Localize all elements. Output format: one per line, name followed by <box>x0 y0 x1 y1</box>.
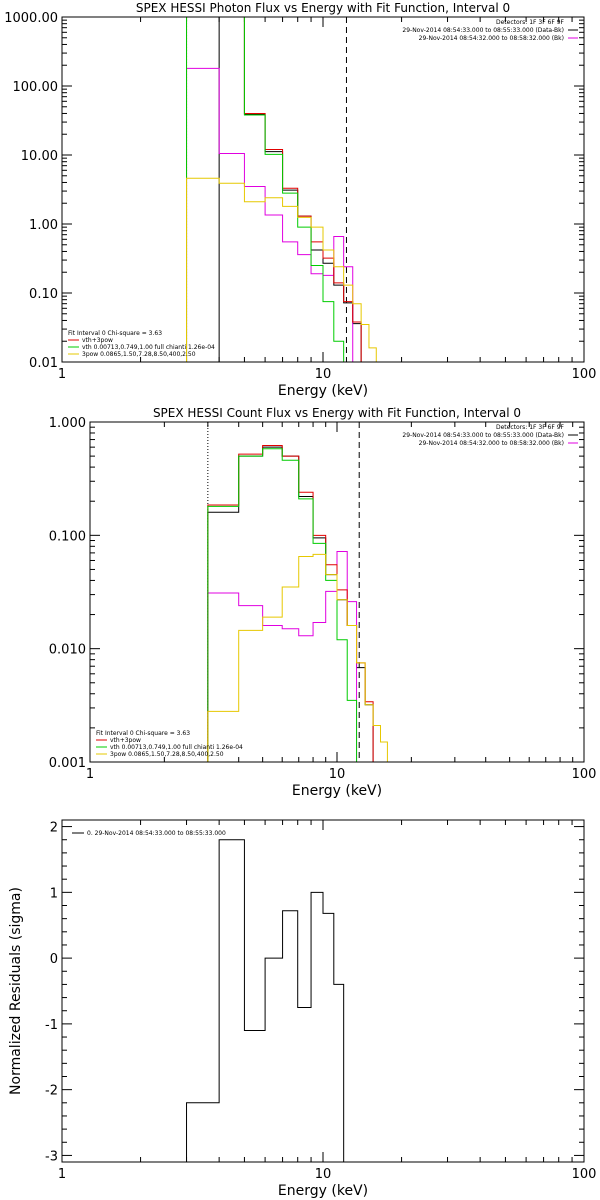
legend-bottom-line: 3pow 0.0865,1.50,7.28,8.50,400,2.50 <box>110 751 224 758</box>
series-4-step-line <box>186 17 354 362</box>
x-tick-label: 10 <box>329 767 346 782</box>
x-tick-label: 1 <box>58 1167 66 1182</box>
x-tick-label: 10 <box>315 1167 332 1182</box>
series-1-step-line <box>186 839 345 1162</box>
y-tick-label: 0.001 <box>49 756 86 771</box>
series-2-step-line <box>186 67 354 362</box>
legend-top-line: 0. 29-Nov-2014 08:54:33.000 to 08:55:33.… <box>87 830 226 837</box>
legend-top-line: 29-Nov-2014 08:54:33.000 to 08:55:33.000… <box>402 27 564 34</box>
y-tick-label: 1 <box>50 886 58 901</box>
y-tick-label: -1 <box>45 1018 58 1033</box>
x-tick-label: 1 <box>86 767 94 782</box>
chart-title: SPEX HESSI Photon Flux vs Energy with Fi… <box>136 1 510 15</box>
legend-bottom-line: Fit Interval 0 Chi-square = 3.63 <box>68 330 162 337</box>
y-tick-label: 2 <box>50 821 58 836</box>
legend-top-line: Detectors: 1F 3F 6F 9F <box>496 19 565 26</box>
series-5-step-line <box>207 553 388 762</box>
legend-top-line: Detectors: 1F 3F 6F 9F <box>496 424 565 431</box>
legend-bottom-line: Fit Interval 0 Chi-square = 3.63 <box>96 730 190 737</box>
chart-panel-1: SPEX HESSI Photon Flux vs Energy with Fi… <box>4 1 596 399</box>
y-tick-label: -2 <box>45 1084 58 1099</box>
plot-frame <box>61 16 585 363</box>
series-3-step-line <box>186 17 362 362</box>
plot-frame <box>61 819 585 1163</box>
x-tick-label: 100 <box>572 367 597 382</box>
plot-area <box>186 839 345 1162</box>
legend-top-line: 29-Nov-2014 08:54:32.000 to 08:58:32.000… <box>419 35 564 42</box>
legend-bottom-line: vth 0.00713,0.749,1.00 full chianti 1.26… <box>82 344 215 351</box>
y-tick-label: 0.100 <box>49 529 86 544</box>
series-1-step-line <box>218 17 362 362</box>
x-axis-label: Energy (keV) <box>278 1183 368 1199</box>
y-tick-label: 0 <box>50 952 58 967</box>
legend-bottom-line: vth+3pow <box>82 337 113 344</box>
x-axis-label: Energy (keV) <box>278 383 368 399</box>
legend-bottom-line: 3pow 0.0865,1.50,7.28,8.50,400,2.50 <box>82 351 196 358</box>
series-4-step-line <box>207 448 366 762</box>
y-tick-label: 0.10 <box>29 287 58 302</box>
y-tick-label: 0.01 <box>29 356 58 371</box>
y-tick-label: 1.00 <box>29 218 58 233</box>
x-tick-label: 10 <box>315 367 332 382</box>
legend-bottom-line: vth 0.00713,0.749,1.00 full chianti 1.26… <box>110 744 243 751</box>
y-tick-label: -3 <box>45 1149 58 1164</box>
y-tick-label: 0.010 <box>49 643 86 658</box>
plot-area <box>207 422 388 762</box>
series-3-step-line <box>207 445 374 762</box>
series-5-step-line <box>186 177 377 362</box>
x-axis-label: Energy (keV) <box>292 783 382 799</box>
chart-panel-2: SPEX HESSI Count Flux vs Energy with Fit… <box>49 406 597 799</box>
x-tick-label: 100 <box>572 1167 597 1182</box>
y-tick-label: 100.00 <box>13 80 59 95</box>
y-tick-label: 1.000 <box>49 416 86 431</box>
y-tick-label: 1000.00 <box>4 11 58 26</box>
y-axis-label: Normalized Residuals (sigma) <box>8 887 24 1095</box>
y-tick-label: 10.00 <box>21 149 58 164</box>
legend-top-line: 29-Nov-2014 08:54:33.000 to 08:55:33.000… <box>402 432 564 439</box>
series-1-step-line <box>207 446 374 762</box>
x-tick-label: 100 <box>572 767 597 782</box>
chart-title: SPEX HESSI Count Flux vs Energy with Fit… <box>153 406 521 420</box>
plot-area <box>186 17 377 362</box>
legend-bottom-line: vth+3pow <box>110 737 141 744</box>
x-tick-label: 1 <box>58 367 66 382</box>
plot-frame <box>89 421 585 763</box>
legend-top-line: 29-Nov-2014 08:54:32.000 to 08:58:32.000… <box>419 440 564 447</box>
series-2-step-line <box>207 551 358 762</box>
